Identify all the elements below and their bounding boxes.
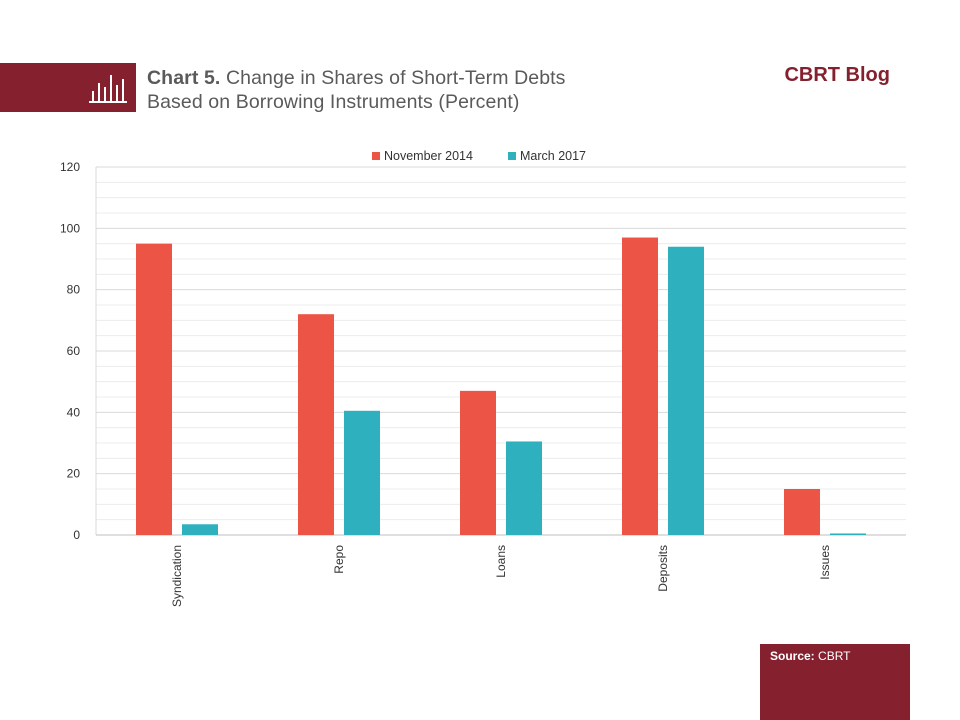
legend-swatch: [372, 152, 380, 160]
header-accent-bar: [0, 63, 136, 112]
x-tick-label: Issues: [818, 545, 832, 580]
x-tick-label: Repo: [332, 545, 346, 574]
bar: [506, 441, 542, 535]
bar: [668, 246, 704, 535]
bar: [830, 533, 866, 535]
bar: [344, 410, 380, 535]
bar-chart-icon: [89, 75, 127, 103]
y-tick-label: 40: [67, 405, 81, 419]
bar: [182, 524, 218, 535]
bar: [622, 237, 658, 536]
brand-label: CBRT Blog: [784, 64, 890, 86]
source-label: Source:: [770, 649, 815, 663]
x-tick-label: Deposits: [656, 545, 670, 592]
y-tick-label: 20: [67, 467, 81, 481]
bar: [460, 390, 496, 535]
legend-swatch: [508, 152, 516, 160]
x-tick-label: Loans: [494, 545, 508, 578]
source-value: CBRT: [818, 649, 851, 663]
title-line-2: Based on Borrowing Instruments (Percent): [147, 91, 520, 113]
y-tick-label: 80: [67, 283, 81, 297]
chart-number: Chart 5.: [147, 67, 221, 89]
chart-title: Chart 5. Change in Shares of Short-Term …: [147, 66, 707, 114]
bar-chart: 0 20 40 60 80 100 120 Syndication Repo Loans Depos…: [60, 149, 906, 607]
x-tick-label: Syndication: [170, 545, 184, 607]
bar: [136, 243, 172, 535]
bar: [298, 314, 334, 535]
y-tick-label: 0: [73, 528, 80, 542]
title-line-1: Change in Shares of Short-Term Debts: [225, 67, 566, 89]
legend-label: March 2017: [520, 149, 586, 163]
source-box: Source: CBRT: [760, 644, 910, 720]
y-tick-label: 100: [60, 221, 80, 235]
y-tick-label: 60: [67, 344, 81, 358]
legend-label: November 2014: [384, 149, 473, 163]
y-tick-label: 120: [60, 160, 80, 174]
bar: [784, 489, 820, 535]
